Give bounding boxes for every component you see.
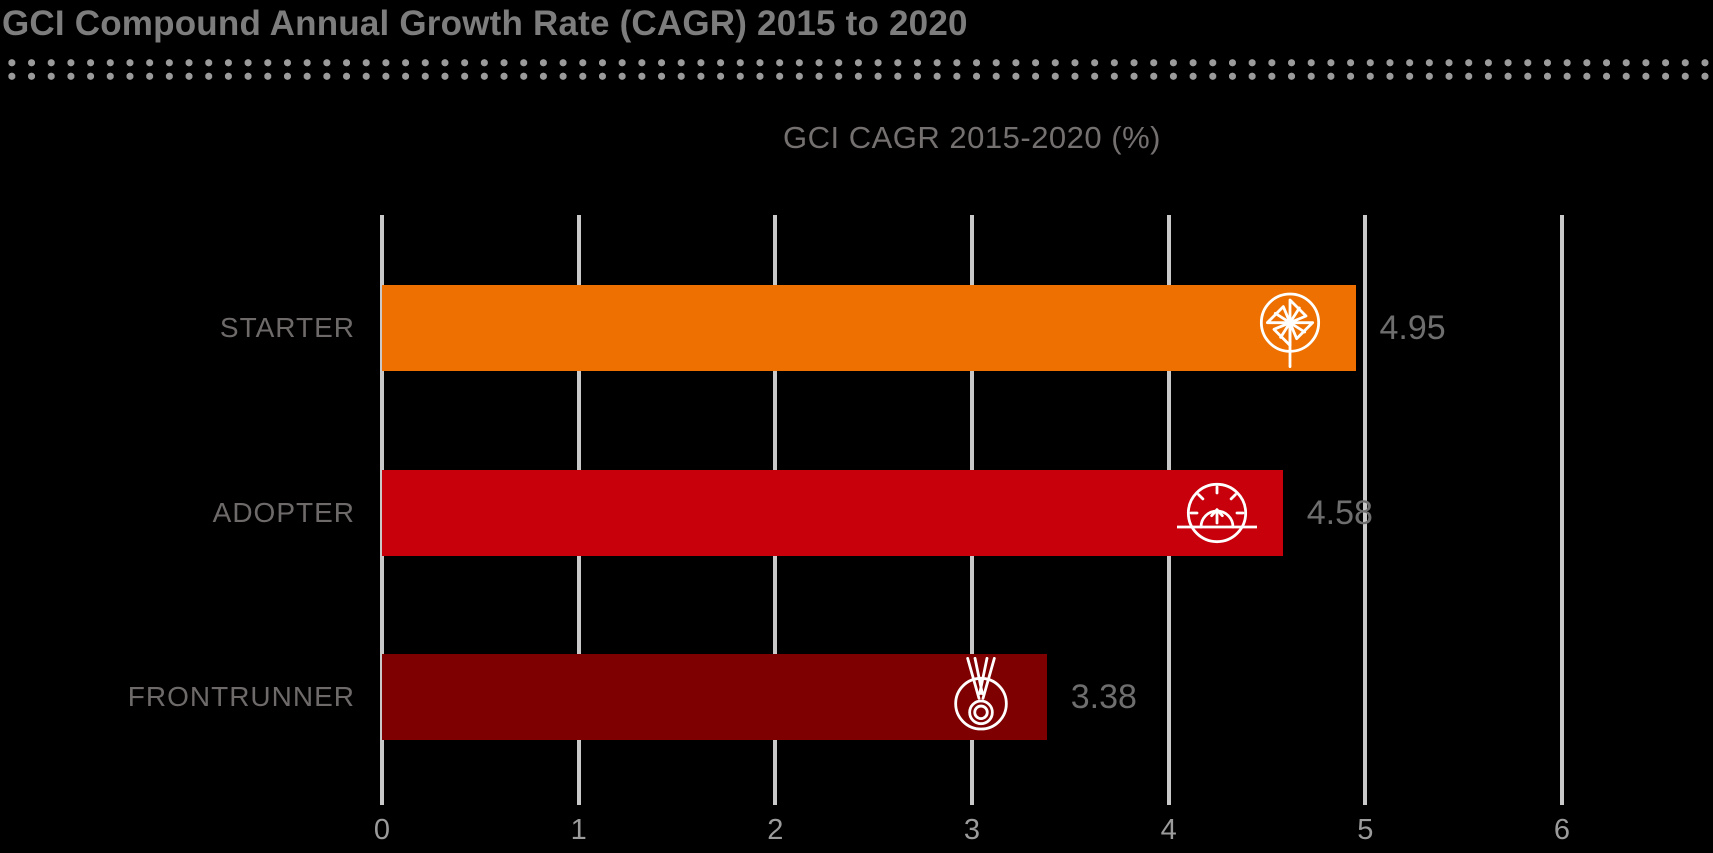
category-label-adopter: ADOPTER xyxy=(212,497,355,528)
bar-starter xyxy=(382,285,1356,371)
bar-frontrunner xyxy=(382,654,1047,740)
bar-adopter xyxy=(382,470,1283,556)
x-axis: 0 1 2 3 4 5 6 xyxy=(374,814,1570,852)
category-label-starter: STARTER xyxy=(219,312,355,343)
page-title: GCI Compound Annual Growth Rate (CAGR) 2… xyxy=(2,4,968,43)
bar-row-starter: STARTER 4. xyxy=(220,285,1562,371)
medal-icon xyxy=(941,657,1021,737)
value-label-frontrunner: 3.38 xyxy=(1070,677,1137,716)
x-tick-label: 3 xyxy=(963,814,981,846)
chart-title: GCI CAGR 2015-2020 (%) xyxy=(783,120,1161,155)
gridline xyxy=(1363,215,1368,805)
gauge-icon xyxy=(1176,473,1257,553)
category-label-frontrunner: FRONTRUNNER xyxy=(127,681,355,712)
x-tick-label: 6 xyxy=(1553,814,1571,846)
gridline xyxy=(1560,215,1564,805)
x-tick-label: 2 xyxy=(767,814,784,846)
x-tick-label: 1 xyxy=(570,814,587,846)
bar-row-frontrunner: FRONTRUNNER 3.38 xyxy=(128,654,1562,740)
value-label-starter: 4.95 xyxy=(1379,308,1446,347)
value-label-adopter: 4.58 xyxy=(1306,493,1373,532)
bar-row-adopter: ADOPTER 4. xyxy=(213,470,1562,556)
dotted-separator xyxy=(0,56,1713,83)
x-tick-label: 4 xyxy=(1160,814,1177,846)
x-tick-label: 5 xyxy=(1357,814,1374,846)
plot-area: STARTER 4. xyxy=(128,215,1564,805)
x-tick-label: 0 xyxy=(373,814,391,846)
pinwheel-icon xyxy=(1250,288,1330,368)
